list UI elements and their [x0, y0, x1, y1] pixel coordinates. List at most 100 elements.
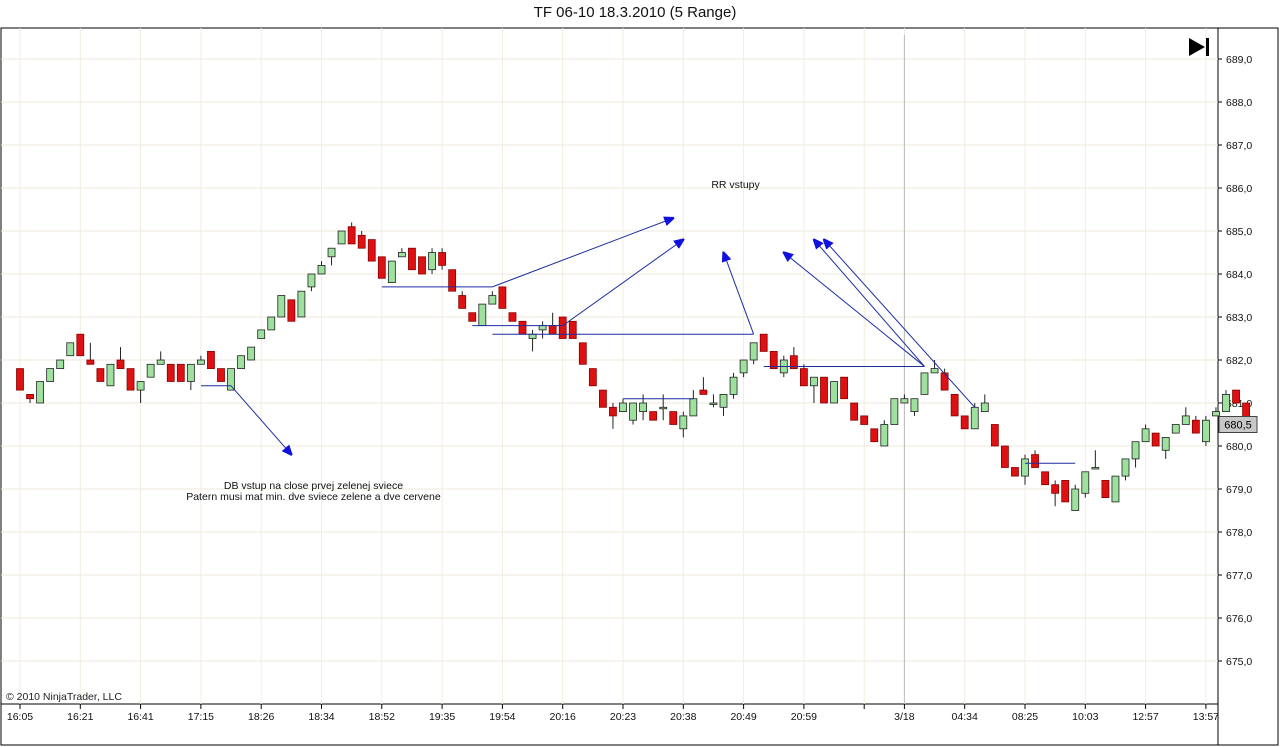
candle: [428, 248, 436, 274]
candle: [307, 273, 316, 292]
candle: [16, 368, 24, 391]
candle-body: [568, 320, 577, 339]
last-price-label: 680,5: [1224, 420, 1252, 432]
candle: [227, 368, 235, 391]
candle: [156, 351, 165, 365]
candle: [387, 260, 396, 284]
candle-body: [830, 381, 838, 404]
candle: [699, 377, 708, 395]
candle-body: [1202, 419, 1210, 443]
candle-body: [930, 368, 939, 374]
candle-body: [327, 247, 336, 258]
candle: [106, 363, 115, 387]
candle: [468, 312, 477, 322]
x-tick-label: 18:26: [248, 711, 274, 723]
candle: [588, 368, 597, 387]
candle-body: [448, 269, 457, 292]
candle-body: [1041, 471, 1049, 486]
last-price-badge: 680,5: [1218, 416, 1258, 433]
x-tick-label: 08:25: [1012, 711, 1038, 723]
candle-body: [387, 260, 396, 284]
candle-body: [418, 256, 426, 275]
candle-body: [227, 368, 235, 391]
candle: [940, 368, 949, 391]
candle: [397, 248, 406, 258]
candle-body: [649, 411, 658, 421]
candle: [609, 403, 617, 429]
candle-body: [599, 389, 607, 408]
candle-body: [619, 402, 627, 413]
candle-body: [588, 368, 597, 387]
candle: [1141, 424, 1150, 443]
candle-body: [689, 398, 698, 417]
candle-body: [297, 290, 306, 318]
candle: [1191, 415, 1200, 434]
y-tick-label: 685,0: [1226, 226, 1252, 238]
candle-body: [116, 359, 125, 370]
candle-body: [970, 406, 979, 430]
candle-body: [538, 325, 547, 331]
candle-body: [408, 247, 416, 271]
candle-body: [207, 350, 215, 369]
candle-body: [468, 312, 477, 322]
candle-body: [1232, 389, 1240, 404]
x-tick-label: 16:05: [7, 711, 33, 723]
candle-body: [729, 376, 738, 395]
arrow: [562, 240, 684, 327]
candle-body: [1091, 467, 1100, 470]
candle-body: [709, 402, 718, 405]
arrow: [784, 253, 925, 367]
candle: [599, 389, 607, 408]
candle-body: [166, 363, 175, 382]
candle-body: [820, 376, 828, 404]
candle-body: [1181, 415, 1190, 425]
x-tick-label: 16:41: [127, 711, 153, 723]
candle-body: [1061, 479, 1070, 503]
candle: [257, 329, 266, 339]
candle: [1101, 479, 1110, 498]
candle: [1232, 389, 1240, 404]
candle: [910, 398, 919, 416]
candle-body: [1071, 488, 1080, 511]
candle-body: [1171, 424, 1180, 434]
arrow: [492, 218, 673, 288]
arrows: [230, 218, 976, 455]
candle-body: [719, 393, 728, 408]
candle: [1091, 450, 1100, 470]
candle: [297, 290, 306, 318]
x-tick-label: 18:34: [308, 711, 334, 723]
candle: [810, 376, 818, 403]
candle: [126, 368, 135, 391]
x-tick-label: 10:03: [1072, 711, 1098, 723]
candle-body: [186, 363, 195, 382]
candle-body: [960, 415, 969, 430]
candle: [317, 261, 326, 275]
candle-body: [629, 402, 637, 421]
candle-body: [1001, 445, 1009, 468]
candle-body: [749, 342, 758, 361]
candle-body: [910, 398, 919, 413]
skip-to-end-icon[interactable]: [1189, 38, 1209, 56]
x-tick-label: 04:34: [952, 711, 978, 723]
candle-body: [357, 234, 366, 249]
candle: [920, 372, 929, 395]
y-tick-label: 675,0: [1226, 656, 1252, 668]
candle-body: [679, 415, 688, 430]
candle-body: [176, 363, 185, 382]
candle: [840, 376, 848, 400]
candle: [66, 342, 75, 357]
candle: [1222, 390, 1230, 412]
candle: [850, 402, 859, 421]
y-tick-label: 679,0: [1226, 484, 1252, 496]
arrow: [230, 385, 291, 455]
y-tick-label: 689,0: [1226, 54, 1252, 66]
candle-body: [950, 393, 959, 417]
candle: [880, 420, 889, 447]
candle-body: [980, 402, 989, 413]
candle-body: [66, 342, 75, 357]
candle-body: [548, 325, 557, 335]
candle: [176, 363, 185, 382]
candle-body: [337, 230, 346, 245]
